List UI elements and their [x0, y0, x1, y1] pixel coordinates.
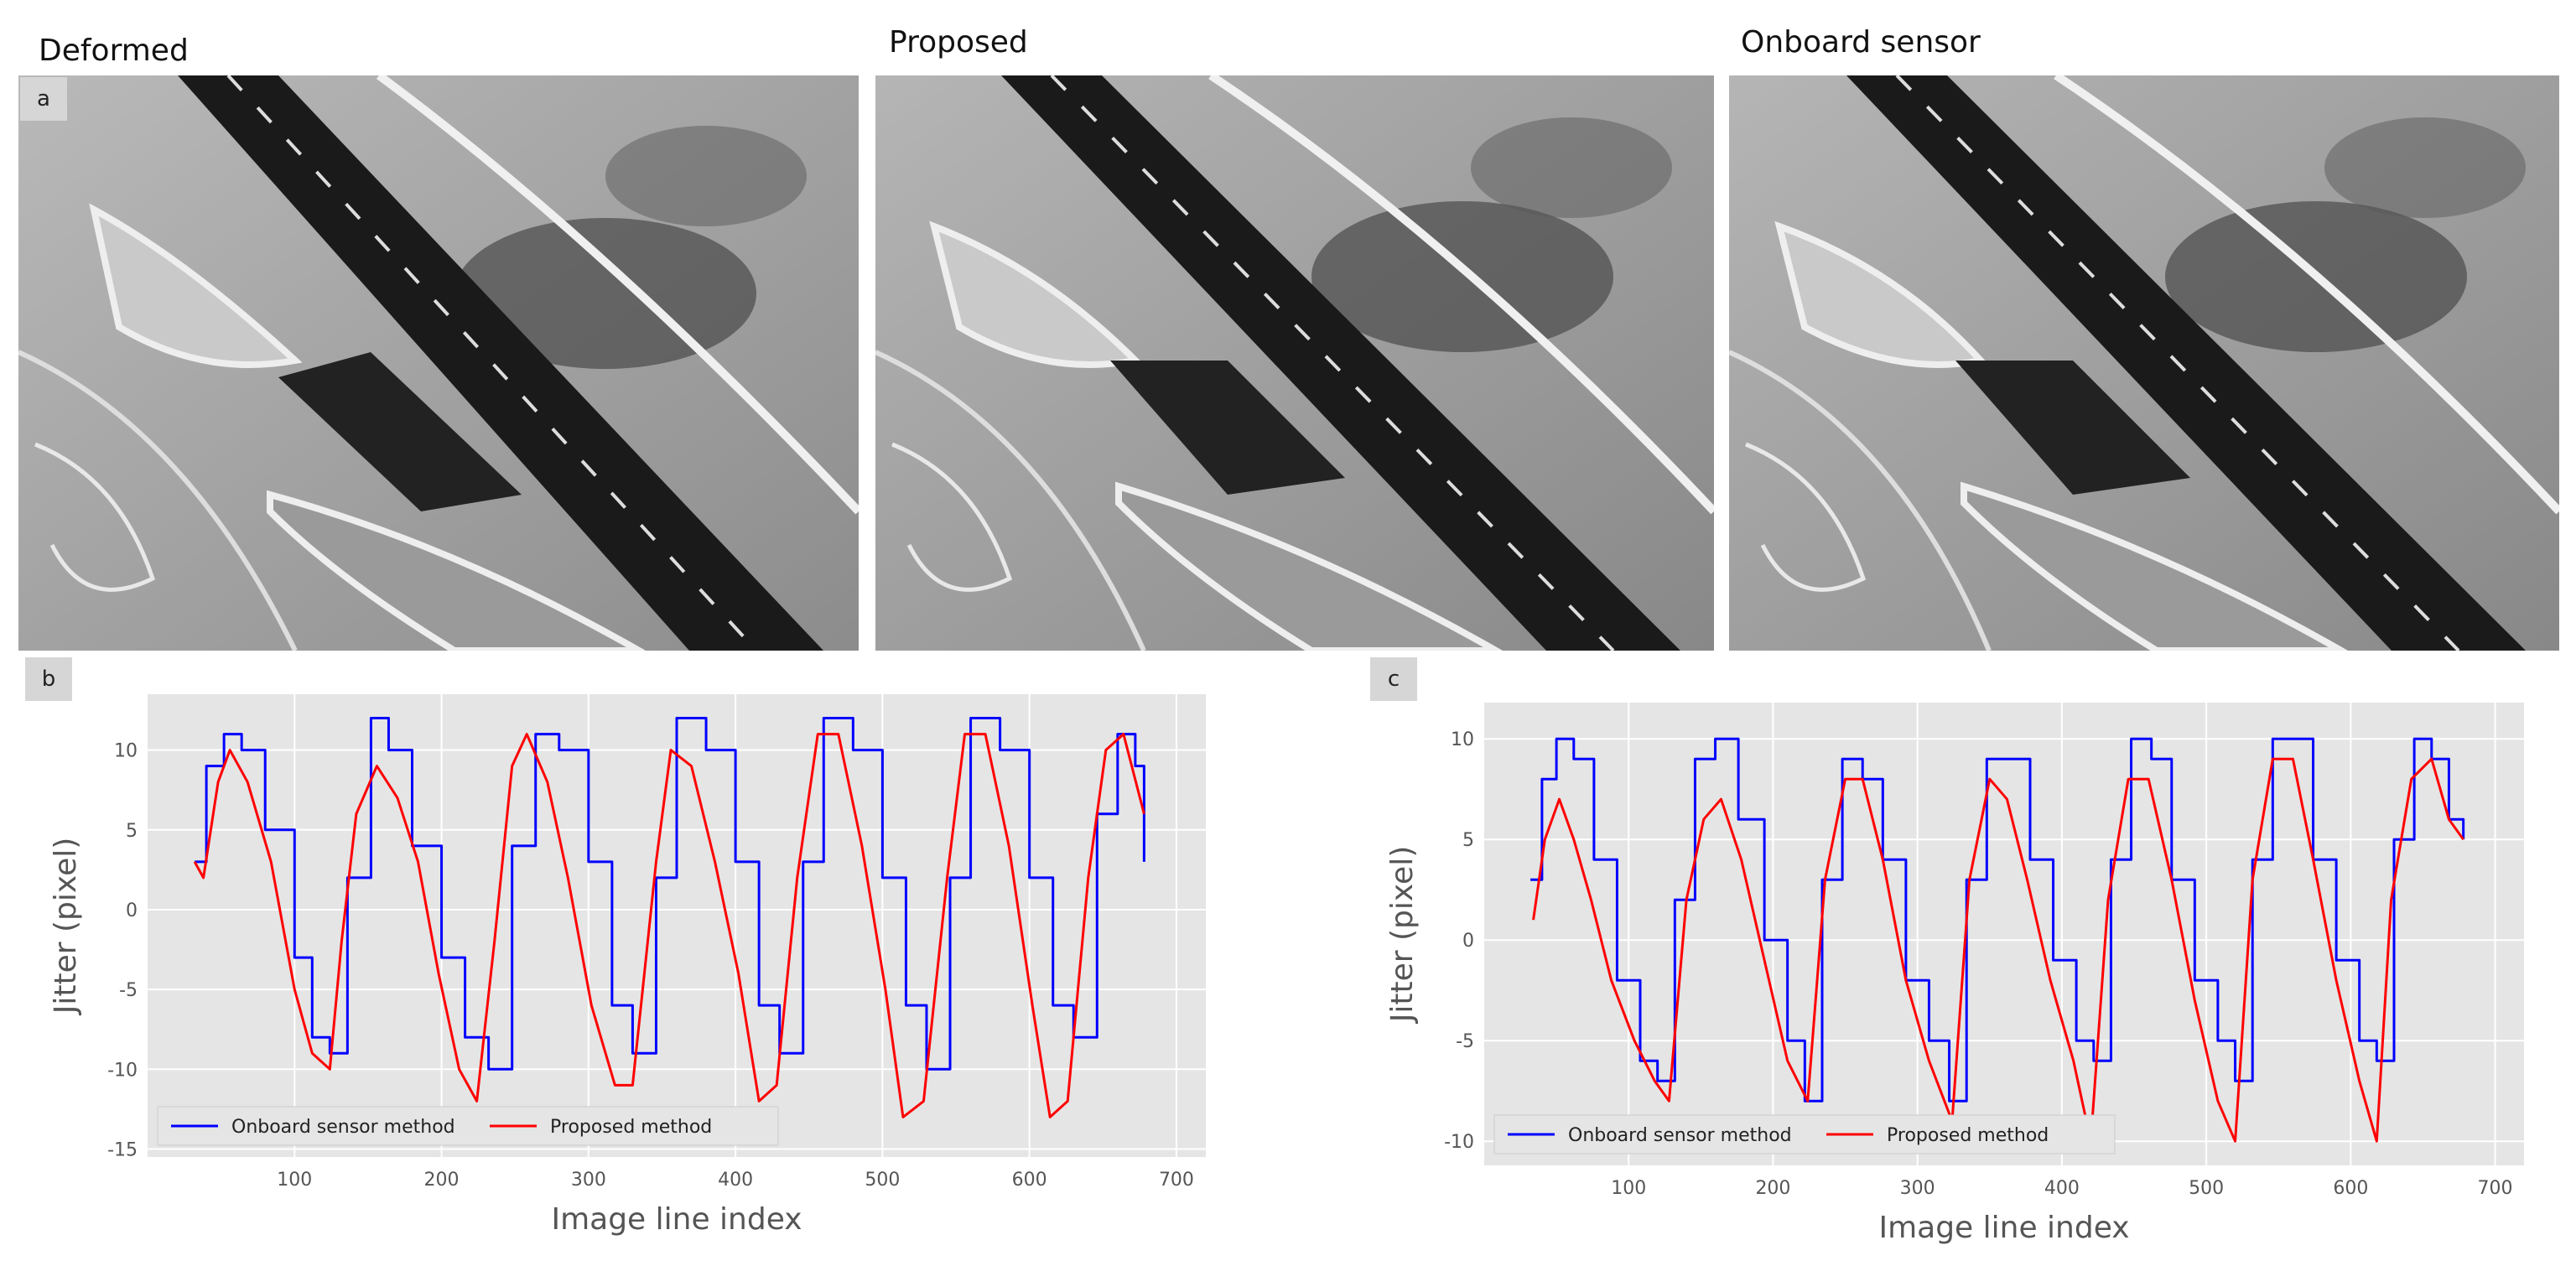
x-tick-label: 600 — [1012, 1170, 1047, 1191]
panel-label-c: c — [1370, 657, 1417, 701]
image-title-proposed: Proposed — [889, 25, 1028, 60]
panel-label-b: b — [25, 657, 72, 701]
image-title-onboard-sensor: Onboard sensor — [1741, 25, 1981, 60]
series-line-proposed — [193, 733, 1145, 1118]
y-tick-label: 0 — [126, 900, 138, 921]
x-tick-label: 500 — [865, 1170, 900, 1191]
satellite-image-deformed — [18, 75, 859, 651]
y-tick-label: -15 — [107, 1139, 138, 1160]
satellite-image-onboard-drawing — [1729, 75, 2559, 651]
satellite-image-proposed-drawing — [875, 75, 1714, 651]
y-tick-label: -10 — [107, 1060, 138, 1081]
series-line-onboard-sensor — [195, 717, 1145, 1071]
image-title-deformed: Deformed — [39, 34, 189, 68]
x-tick-label: 200 — [424, 1170, 460, 1191]
x-tick-label: 100 — [277, 1170, 312, 1191]
panel-label-a: a — [20, 77, 67, 121]
x-tick-label: 400 — [718, 1170, 753, 1191]
x-tick-label: 300 — [571, 1170, 606, 1191]
legend-label: Onboard sensor method — [231, 1117, 455, 1138]
legend-box — [157, 1106, 779, 1146]
y-tick-label: 5 — [126, 821, 138, 842]
y-tick-label: 10 — [114, 741, 138, 762]
legend-label: Proposed method — [550, 1117, 712, 1138]
x-axis-label: Image line index — [551, 1202, 802, 1237]
y-tick-label: -5 — [119, 980, 138, 1001]
satellite-image-proposed — [875, 75, 1714, 651]
satellite-image-onboard-sensor — [1729, 75, 2559, 651]
y-axis-label: Jitter (pixel) — [49, 838, 83, 1016]
satellite-image-deformed-drawing — [18, 75, 859, 651]
x-tick-label: 700 — [1159, 1170, 1194, 1191]
